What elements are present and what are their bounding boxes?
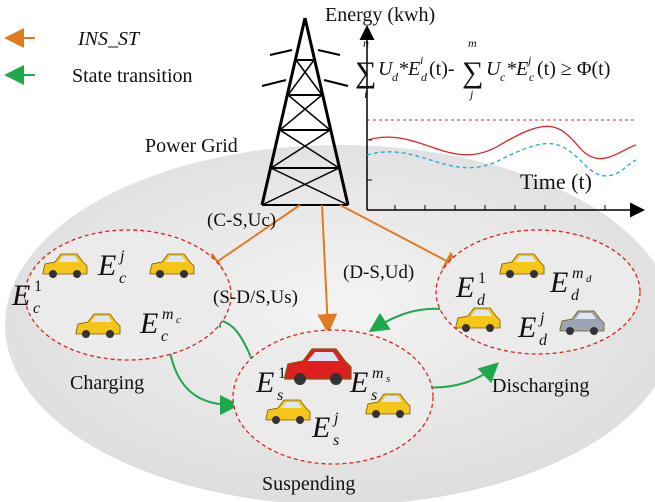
symbol-sup: 1	[478, 270, 486, 287]
symbol-sup: m	[372, 365, 384, 382]
symbol-sub: d	[539, 332, 548, 349]
formula-part: ∑	[355, 56, 376, 89]
formula-part: (t)-	[429, 58, 455, 80]
symbol-base: E	[455, 271, 474, 304]
legend-label: INS_ST	[77, 28, 141, 50]
formula-part: n	[363, 36, 369, 50]
symbol-base: E	[97, 249, 116, 282]
edge-label: (C-S,Uc)	[207, 210, 276, 231]
formula-part: *E	[506, 58, 528, 80]
symbol-sub: s	[371, 387, 377, 404]
symbol-sub: d	[477, 292, 486, 309]
symbol-sup: j	[332, 410, 339, 427]
formula-part: *E	[398, 58, 420, 80]
symbol-sup: 1	[34, 278, 42, 295]
symbol-sub: c	[119, 270, 126, 287]
symbol-sub: c	[161, 328, 168, 345]
symbol-sup-sub: s	[386, 373, 390, 385]
symbol-base: E	[11, 279, 30, 312]
formula-part: m	[468, 36, 477, 50]
symbol-sub: s	[333, 432, 339, 449]
symbol-sub: d	[571, 287, 580, 304]
formula-part: d	[421, 70, 428, 84]
symbol-base: E	[139, 307, 158, 340]
formula-part: j	[468, 87, 474, 101]
formula-part: i	[420, 53, 423, 67]
symbol-base: E	[255, 366, 274, 399]
node-label: Discharging	[492, 375, 589, 397]
x-axis-label: Time (t)	[520, 169, 592, 194]
y-axis-label: Energy (kwh)	[325, 4, 435, 26]
formula-part: (t) ≥ Φ(t)	[537, 58, 610, 80]
diagram: INS_ST State transition Power Grid Energ…	[0, 0, 655, 502]
formula-part: i	[364, 87, 367, 101]
legend-label: State transition	[72, 65, 193, 87]
formula-part: c	[529, 70, 535, 84]
symbol-sup: j	[118, 248, 125, 265]
symbol-base: E	[311, 411, 330, 444]
symbol-sup: m	[572, 265, 584, 282]
symbol-base: E	[549, 266, 568, 299]
node-label: Charging	[70, 372, 144, 394]
node-label: Suspending	[262, 473, 355, 495]
symbol-sup-sub: c	[176, 314, 181, 326]
symbol-sup: j	[538, 310, 545, 327]
symbol-sub: s	[277, 387, 283, 404]
formula-part: ∑	[462, 56, 483, 89]
symbol-sup-sub: d	[586, 273, 592, 285]
symbol-sup: 1	[278, 365, 286, 382]
symbol-base: E	[517, 311, 536, 344]
edge-label: (D-S,Ud)	[343, 262, 414, 283]
symbol-sub: c	[33, 300, 40, 317]
edge-label: (S-D/S,Us)	[213, 287, 298, 308]
symbol-base: E	[349, 366, 368, 399]
symbol-sup: m	[162, 306, 174, 323]
tower-label: Power Grid	[145, 135, 238, 157]
